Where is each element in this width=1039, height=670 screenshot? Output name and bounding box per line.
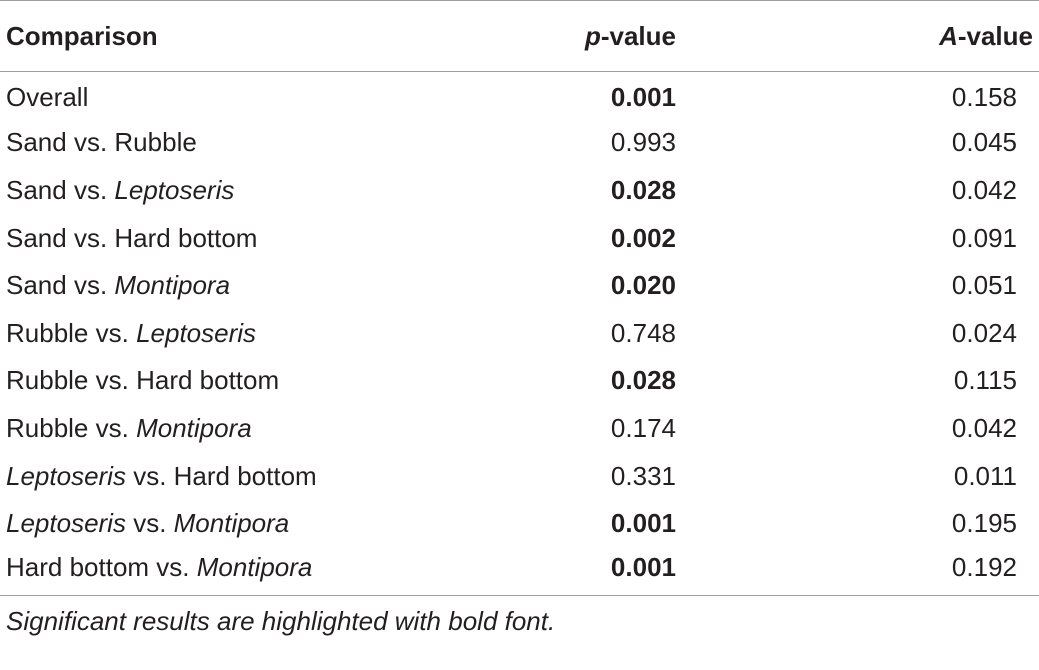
comparison-group-a: Overall xyxy=(6,82,89,113)
table-footer: Significant results are highlighted with… xyxy=(0,594,1039,637)
comparison-cell: Sand vs. Rubble xyxy=(0,119,520,167)
comparison-versus: vs. xyxy=(88,317,137,348)
table-row: Rubble vs. Leptoseris 0.748 0.024 xyxy=(0,309,1039,357)
table-row: Leptoseris vs. Montipora 0.001 0.195 xyxy=(0,500,1039,548)
comparison-versus: vs. xyxy=(125,460,174,491)
table-row: Sand vs. Montipora 0.020 0.051 xyxy=(0,262,1039,310)
comparison-versus: vs. xyxy=(66,127,115,158)
comparison-group-a: Rubble xyxy=(6,365,89,396)
p-value-cell: 0.331 xyxy=(610,460,676,491)
a-value-cell: 0.158 xyxy=(951,82,1017,113)
comparison-group-a: Sand xyxy=(6,174,67,205)
table-row: Overall 0.001 0.158 xyxy=(0,72,1039,120)
p-value-cell: 0.001 xyxy=(610,508,676,539)
a-value-cell: 0.051 xyxy=(951,270,1017,301)
comparison-cell: Sand vs. Leptoseris xyxy=(0,167,520,215)
comparison-results-table: Comparison p-value A-value Overall 0.001 0… xyxy=(0,0,1039,637)
a-value-cell: 0.024 xyxy=(951,317,1017,348)
comparison-group-a: Sand xyxy=(6,127,67,158)
header-p-suffix: -value xyxy=(600,20,676,51)
comparison-cell: Leptoseris vs. Montipora xyxy=(0,500,520,548)
comparison-group-a: Leptoseris xyxy=(6,508,126,539)
p-value-cell: 0.993 xyxy=(610,127,676,158)
table-row: Rubble vs. Montipora 0.174 0.042 xyxy=(0,405,1039,453)
comparison-cell: Rubble vs. Hard bottom xyxy=(0,357,520,405)
a-value-cell: 0.091 xyxy=(951,222,1017,253)
comparison-versus: vs. xyxy=(66,270,115,301)
a-value-cell: 0.042 xyxy=(951,174,1017,205)
comparison-cell: Rubble vs. Leptoseris xyxy=(0,309,520,357)
comparison-cell: Sand vs. Hard bottom xyxy=(0,214,520,262)
table-row: Sand vs. Hard bottom 0.002 0.091 xyxy=(0,214,1039,262)
comparison-cell: Sand vs. Montipora xyxy=(0,262,520,310)
p-value-cell: 0.020 xyxy=(610,270,676,301)
p-value-cell: 0.002 xyxy=(610,222,676,253)
comparison-group-b: Rubble xyxy=(114,127,197,158)
header-a-value: A-value xyxy=(676,0,1039,72)
table-header: Comparison p-value A-value xyxy=(0,0,1039,72)
comparison-versus: vs. xyxy=(88,365,137,396)
footnote-row: Significant results are highlighted with… xyxy=(0,594,1039,637)
header-p-value: p-value xyxy=(520,0,676,72)
comparison-group-b: Montipora xyxy=(173,508,290,539)
a-value-cell: 0.115 xyxy=(953,365,1017,396)
comparison-cell: Rubble vs. Montipora xyxy=(0,405,520,453)
p-value-cell: 0.028 xyxy=(610,365,676,396)
comparison-versus: vs. xyxy=(88,412,137,443)
comparison-group-a: Rubble xyxy=(6,412,89,443)
comparison-cell: Leptoseris vs. Hard bottom xyxy=(0,452,520,500)
comparison-group-b: Hard bottom xyxy=(136,365,280,396)
table-body: Overall 0.001 0.158 Sand vs. Rubble 0.993 0.0… xyxy=(0,72,1039,596)
table-row: Leptoseris vs. Hard bottom 0.331 0.011 xyxy=(0,452,1039,500)
a-value-cell: 0.042 xyxy=(951,412,1017,443)
comparison-group-a: Sand xyxy=(6,222,67,253)
comparison-cell: Overall xyxy=(0,72,520,120)
footnote: Significant results are highlighted with… xyxy=(0,594,1039,637)
table-row: Sand vs. Rubble 0.993 0.045 xyxy=(0,119,1039,167)
comparison-group-b: Hard bottom xyxy=(173,460,317,491)
p-value-cell: 0.001 xyxy=(610,552,676,583)
header-a-suffix: -value xyxy=(957,20,1033,51)
comparison-versus: vs. xyxy=(66,222,115,253)
header-comparison: Comparison xyxy=(0,0,520,72)
comparison-group-b: Montipora xyxy=(136,412,252,443)
comparison-versus: vs. xyxy=(66,174,115,205)
comparison-versus: vs. xyxy=(125,508,174,539)
comparison-cell: Hard bottom vs. Montipora xyxy=(0,547,520,595)
table-row: Hard bottom vs. Montipora 0.001 0.192 xyxy=(0,547,1039,595)
a-value-cell: 0.192 xyxy=(951,552,1017,583)
comparison-group-b: Hard bottom xyxy=(114,222,258,253)
comparison-group-b: Leptoseris xyxy=(114,174,235,205)
p-value-cell: 0.001 xyxy=(610,82,676,113)
p-value-cell: 0.028 xyxy=(610,174,676,205)
a-value-cell: 0.011 xyxy=(953,460,1017,491)
a-value-cell: 0.045 xyxy=(951,127,1017,158)
comparison-group-b: Montipora xyxy=(196,552,313,583)
comparison-group-a: Hard bottom xyxy=(6,552,150,583)
results-table-container: Comparison p-value A-value Overall 0.001 0… xyxy=(0,0,1039,637)
comparison-versus: vs. xyxy=(149,552,197,583)
comparison-group-b: Leptoseris xyxy=(136,317,257,348)
comparison-group-a: Rubble xyxy=(6,317,89,348)
header-row: Comparison p-value A-value xyxy=(0,0,1039,72)
table-row: Rubble vs. Hard bottom 0.028 0.115 xyxy=(0,357,1039,405)
comparison-group-a: Sand xyxy=(6,270,67,301)
comparison-group-a: Leptoseris xyxy=(6,460,126,491)
comparison-group-b: Montipora xyxy=(114,270,231,301)
a-value-cell: 0.195 xyxy=(951,508,1017,539)
p-value-cell: 0.174 xyxy=(610,412,676,443)
header-a-symbol: A xyxy=(939,20,958,51)
header-p-symbol: p xyxy=(584,20,601,51)
p-value-cell: 0.748 xyxy=(610,317,676,348)
table-row: Sand vs. Leptoseris 0.028 0.042 xyxy=(0,167,1039,215)
